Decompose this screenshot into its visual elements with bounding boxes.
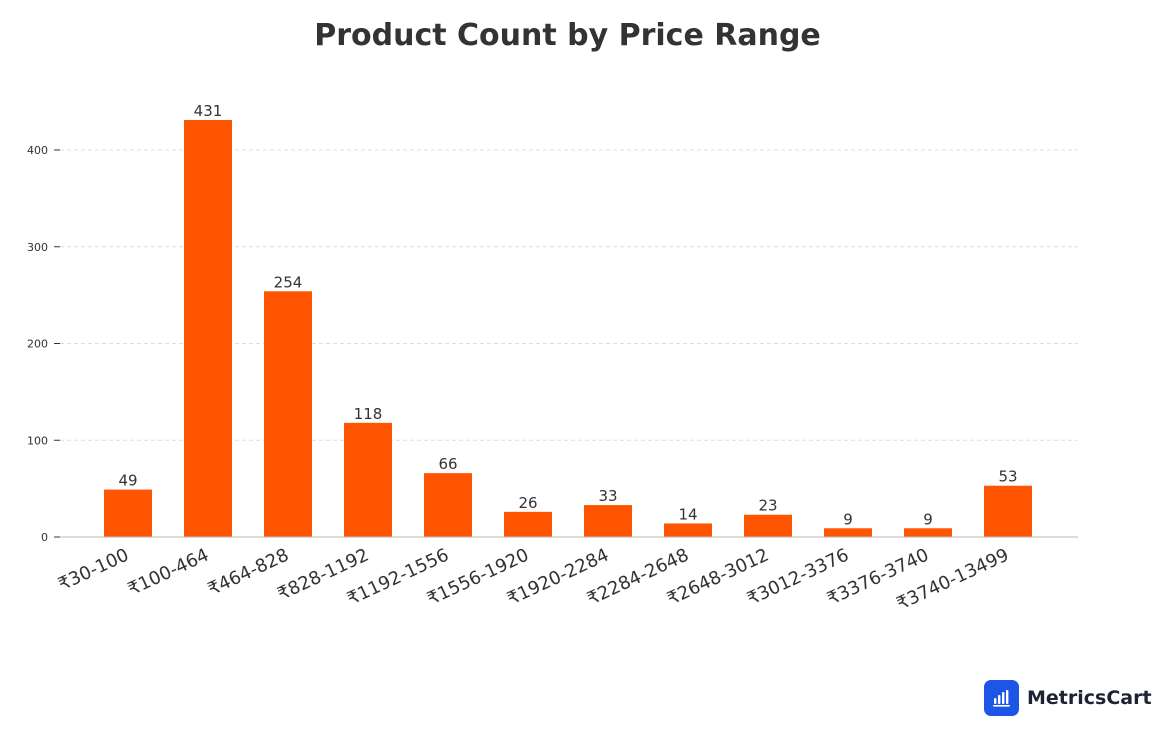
bar bbox=[344, 422, 392, 537]
y-tick-label: 100 bbox=[27, 434, 48, 447]
brand-badge: MetricsCart bbox=[984, 680, 1152, 716]
y-tick-label: 0 bbox=[41, 531, 48, 544]
data-labels: 49 431 254 118 66 26 33 14 23 9 9 53 bbox=[118, 102, 1017, 528]
data-label: 118 bbox=[354, 405, 383, 423]
bars bbox=[104, 120, 1032, 537]
y-tick-label: 400 bbox=[27, 144, 48, 157]
bar-chart-icon bbox=[984, 680, 1019, 716]
bar bbox=[904, 528, 952, 537]
data-label: 66 bbox=[438, 455, 457, 473]
data-label: 33 bbox=[598, 487, 617, 505]
x-tick-label: ₹30-100 bbox=[55, 544, 132, 595]
bar bbox=[264, 291, 312, 537]
bar bbox=[824, 528, 872, 537]
data-label: 53 bbox=[998, 468, 1017, 486]
bar bbox=[184, 120, 232, 537]
data-label: 26 bbox=[518, 494, 537, 512]
data-label: 431 bbox=[194, 102, 223, 120]
bar bbox=[584, 505, 632, 537]
data-label: 9 bbox=[843, 510, 853, 528]
data-label: 23 bbox=[758, 497, 777, 515]
y-tick-label: 300 bbox=[27, 241, 48, 254]
y-tick-label: 200 bbox=[27, 338, 48, 351]
data-label: 49 bbox=[118, 472, 137, 490]
brand-name: MetricsCart bbox=[1027, 687, 1152, 709]
data-label: 9 bbox=[923, 510, 933, 528]
bar bbox=[984, 485, 1032, 537]
bar bbox=[104, 489, 152, 537]
bar bbox=[744, 514, 792, 537]
chart-title: Product Count by Price Range bbox=[314, 18, 821, 53]
bar bbox=[664, 523, 712, 537]
bar bbox=[424, 473, 472, 537]
bar bbox=[504, 511, 552, 537]
data-label: 14 bbox=[678, 505, 697, 523]
data-label: 254 bbox=[274, 273, 303, 291]
x-tick-label: ₹100-464 bbox=[125, 544, 212, 600]
